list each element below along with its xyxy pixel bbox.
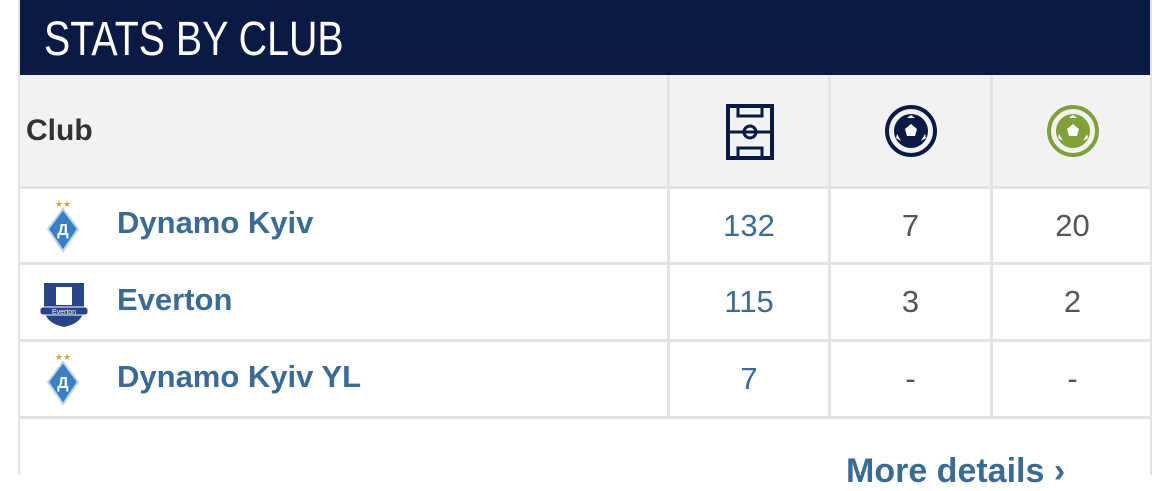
club-crest: ★★ Д [46,352,80,406]
column-header: Club [26,114,93,147]
club-name[interactable]: Dynamo Kyiv YL [117,359,362,394]
table-header: Club [20,75,1150,187]
svg-text:Д: Д [57,222,69,239]
column-divider [667,75,670,417]
row-divider [20,262,1150,265]
club-name[interactable]: Everton [117,282,233,317]
row-divider [20,339,1150,342]
stats-panel: STATS BY CLUB Club [18,0,1152,490]
assists: - [1067,361,1078,396]
appearances[interactable]: 7 [740,361,758,396]
panel-header: STATS BY CLUB [20,0,1150,75]
club-name[interactable]: Dynamo Kyiv [117,205,314,240]
row-divider [20,416,1150,419]
goals: 3 [901,284,920,319]
assists: 20 [1055,207,1090,243]
column-divider [990,75,993,417]
club-crest: ★★ Д [46,199,80,253]
goals: - [905,361,916,396]
assists-icon [1047,105,1099,157]
link-text[interactable]: More details [846,452,1045,490]
svg-text:★★: ★★ [55,352,71,362]
appearances[interactable]: 115 [724,284,774,319]
assists: 2 [1063,284,1082,319]
more-details-link[interactable]: More details › [846,452,1066,490]
panel-title: STATS BY CLUB [44,13,344,66]
club-crest: Everton [39,283,89,327]
appearances[interactable]: 132 [723,207,775,243]
goals: 7 [901,207,920,243]
svg-text:Everton: Everton [52,309,76,316]
svg-text:Д: Д [57,375,69,392]
row-divider [20,186,1150,189]
column-divider [828,75,831,417]
svg-text:★★: ★★ [55,199,71,209]
page: STATS BY CLUB Club [18,0,1152,490]
appearances-icon [726,104,774,160]
goals-icon [885,105,937,157]
